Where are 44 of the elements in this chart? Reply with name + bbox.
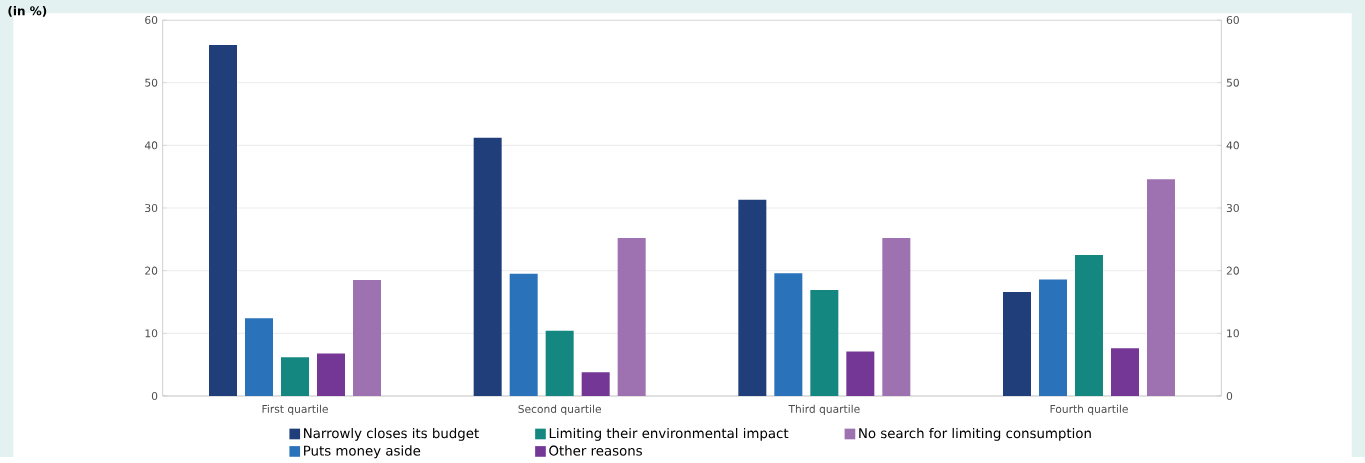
y-tick-label: 0 [151,392,158,401]
x-tick-label: Third quartile [788,404,860,416]
bar [581,372,610,397]
y-tick-label: 20 [145,266,158,275]
bar [617,238,646,397]
legend-label: Narrowly closes its budget [304,427,479,441]
bar [846,351,875,397]
x-tick-label: First quartile [262,404,328,416]
bar [509,273,538,397]
bar [1075,255,1103,397]
bar [317,353,345,397]
y2-tick-label: 40 [1226,141,1239,150]
bar [245,318,274,397]
text: (in %) [8,6,47,17]
bar [1039,279,1067,397]
bar [1003,292,1031,397]
legend-label: No search for limiting consumption [859,427,1091,441]
y-tick-label: 50 [145,78,158,87]
bar [473,137,502,397]
y2-tick-label: 30 [1226,204,1239,213]
bar [882,238,911,397]
y2-tick-label: 50 [1226,78,1239,87]
y2-tick-label: 60 [1226,16,1239,25]
x-tick-label: Fourth quartile [1050,404,1128,416]
bar [810,290,839,397]
y-tick-label: 40 [144,141,158,150]
legend-label: Other reasons [549,445,642,456]
y-tick-label: 60 [145,16,158,25]
bar [353,280,382,397]
legend-label: Limiting their environmental impact [549,427,789,441]
bar [281,357,309,397]
bar [738,199,767,397]
bar [545,330,574,397]
y2-tick-label: 0 [1226,392,1233,401]
bar [209,45,237,397]
y2-tick-label: 10 [1227,329,1239,338]
y-tick-label: 30 [145,204,158,213]
y-tick-label: 10 [145,329,158,338]
y2-tick-label: 20 [1226,266,1239,275]
legend-label: Puts money aside [304,445,421,459]
bar [774,273,803,397]
x-tick-label: Second quartile [518,404,601,416]
bar [1147,179,1175,397]
bar [1111,348,1139,397]
